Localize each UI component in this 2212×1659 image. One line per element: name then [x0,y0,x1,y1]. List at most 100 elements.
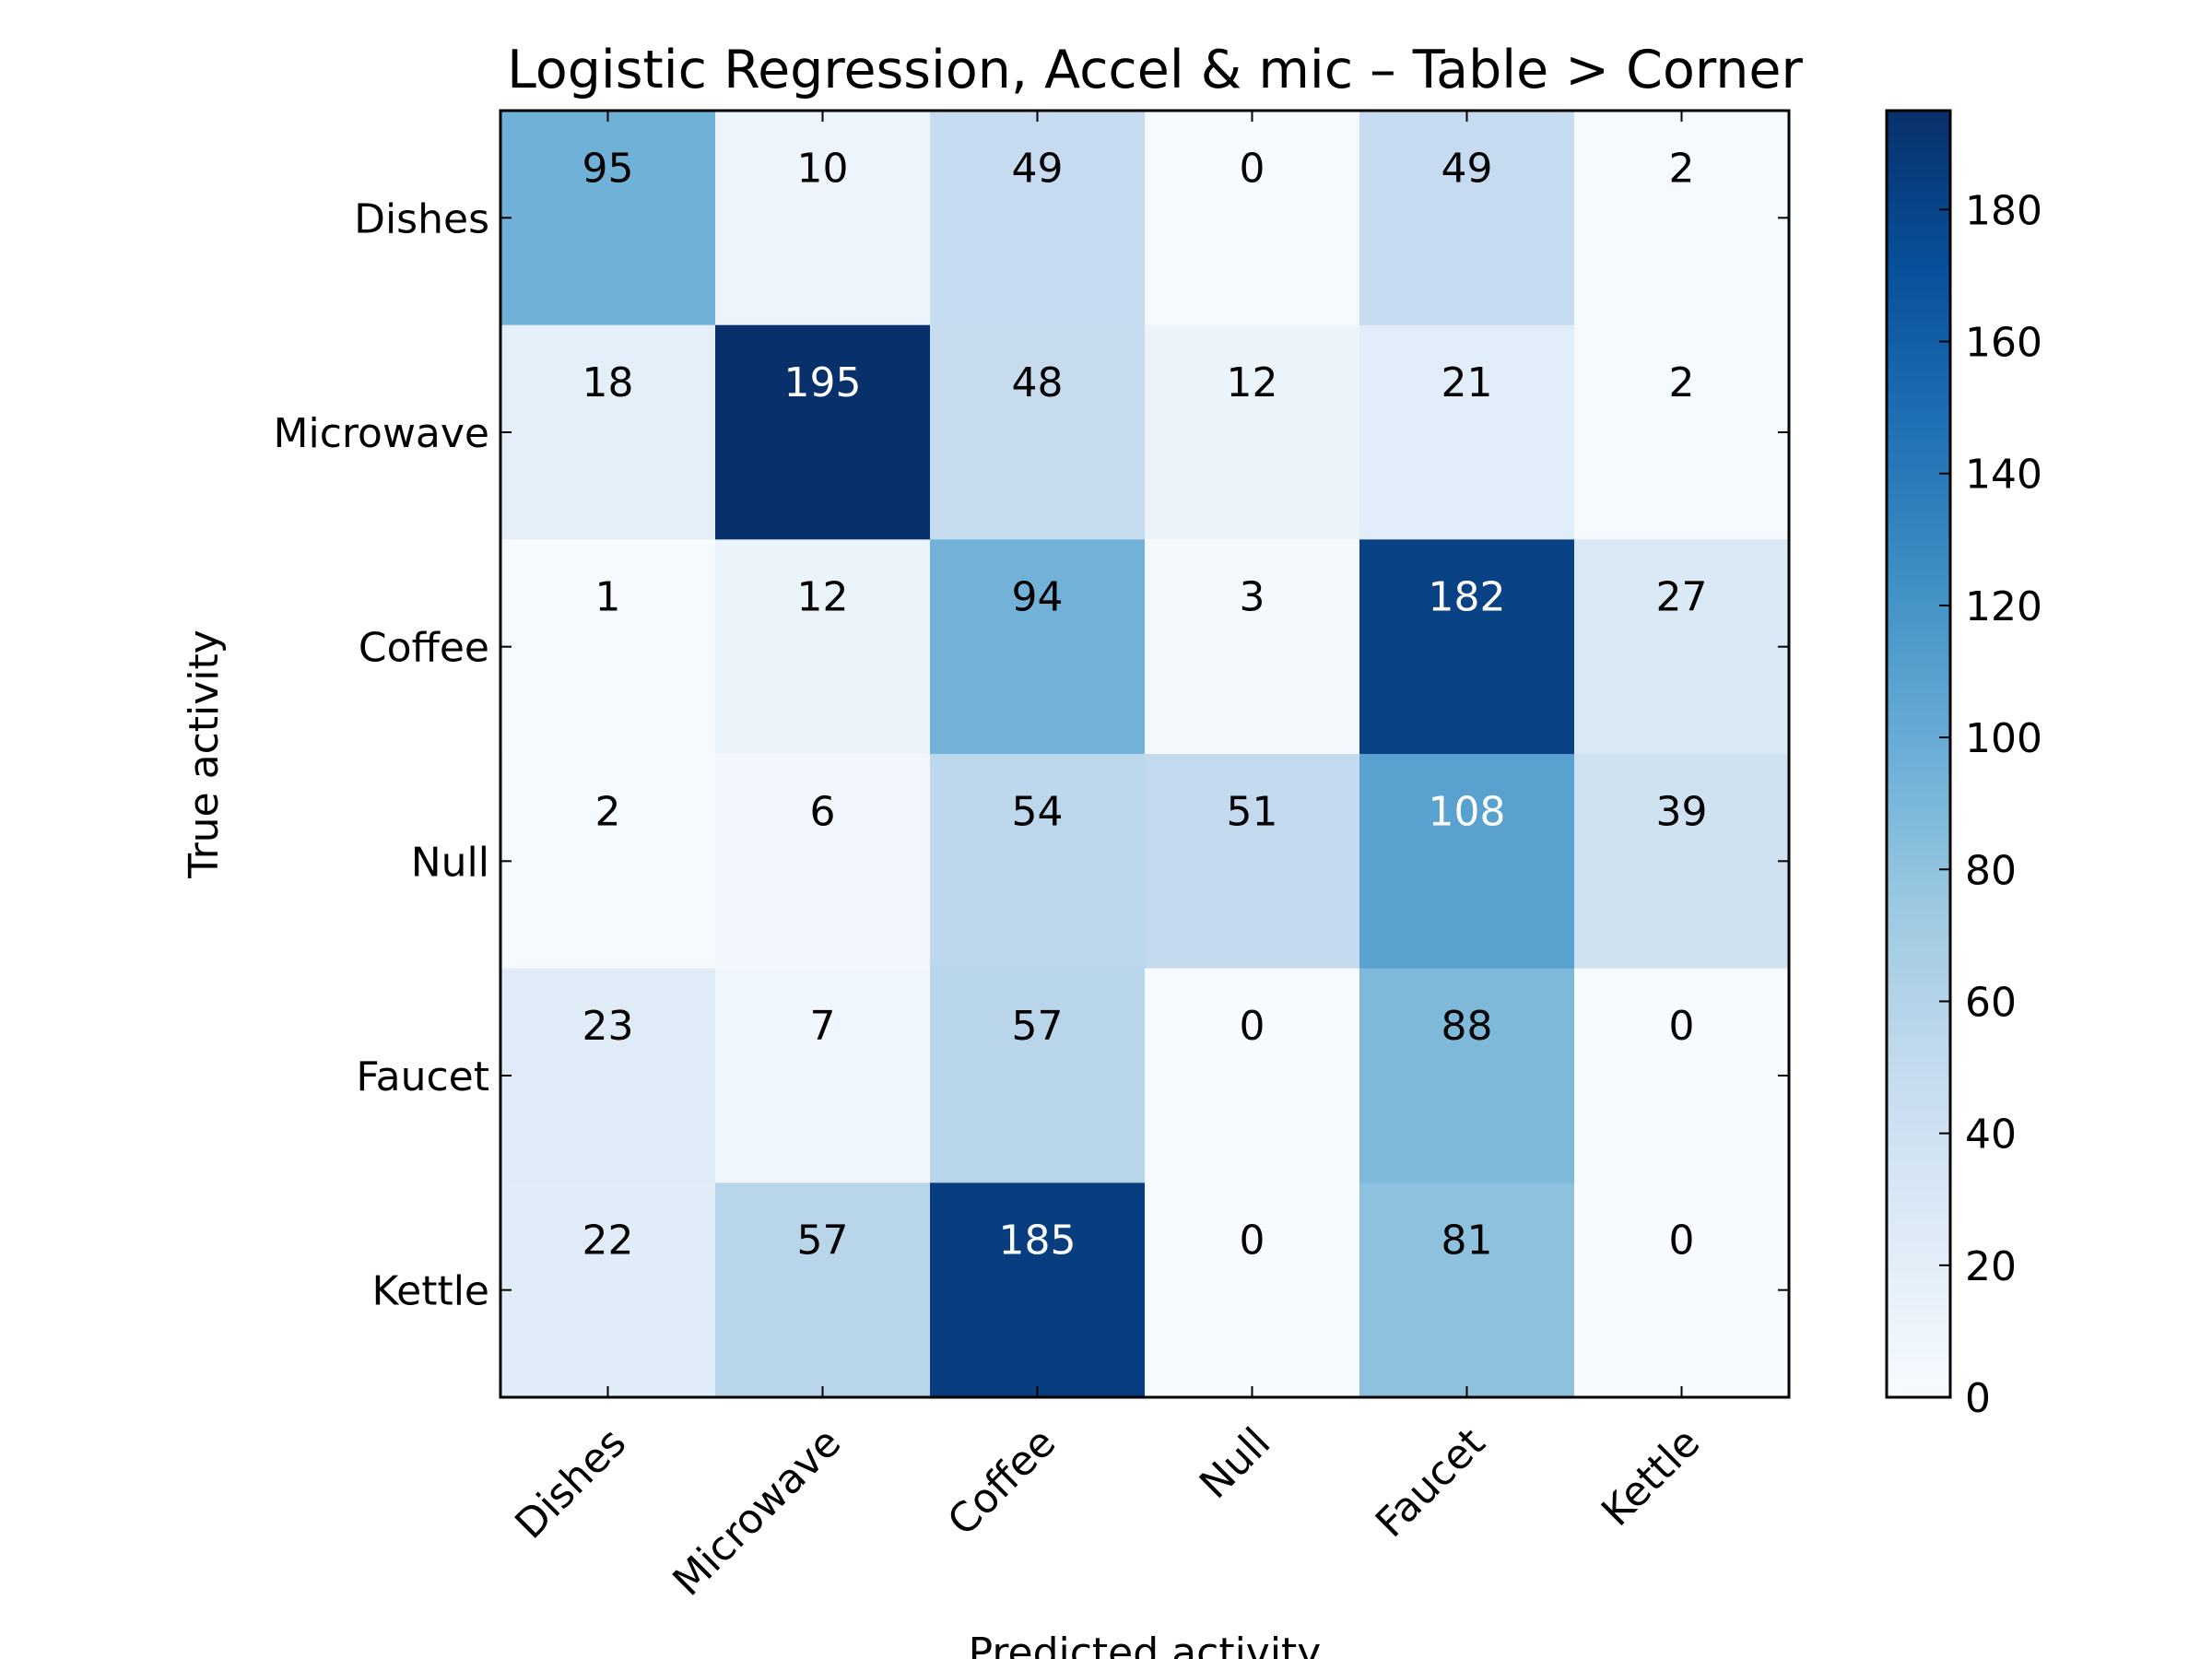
x-tick-label: Null [1191,1419,1279,1508]
colorbar-tick-label: 80 [1965,847,2017,894]
colorbar-tick-label: 140 [1965,452,2042,499]
heatmap-cell [1359,1182,1575,1398]
x-axis-label: Predicted activity [969,1630,1322,1659]
cell-value-label: 6 [810,788,836,835]
cell-value-label: 27 [1656,574,1708,621]
cell-value-label: 2 [1669,145,1695,192]
cell-value-label: 57 [1012,1003,1064,1050]
heatmap-cell [1359,754,1575,970]
heatmap-cell [1145,1182,1360,1398]
heatmap-cell [715,1182,931,1398]
cell-value-label: 0 [1240,1003,1265,1050]
cell-value-label: 54 [1012,788,1064,835]
cell-value-label: 2 [595,788,621,835]
heatmap-cell [715,754,931,970]
cell-value-label: 7 [810,1003,836,1050]
x-tick-label: Microwave [664,1419,850,1606]
cell-value-label: 0 [1669,1218,1695,1265]
heatmap-cell [1145,324,1360,540]
y-axis: Dishes Microwave Coffee Null Faucet Kettle [274,195,1789,1315]
y-axis-label: True activity [181,629,228,879]
cell-value-label: 12 [1227,359,1278,406]
plot-frame [499,109,1791,1399]
cell-value-label: 2 [1669,359,1695,406]
colorbar-tick-label: 40 [1965,1112,2017,1159]
y-tick-label: Microwave [274,410,489,457]
heatmap-cell [930,754,1146,970]
cell-value-label: 12 [797,574,849,621]
heatmap-cell [1574,968,1790,1183]
cell-value-label: 81 [1441,1218,1493,1265]
cell-value-label: 22 [582,1218,634,1265]
heatmap-cell [500,968,716,1183]
heatmap-cell [715,324,931,540]
colorbar: 0 20 40 60 80 100 120 140 160 180 [1885,109,2042,1422]
cell-value-label: 23 [582,1003,634,1050]
colorbar-tick-label: 20 [1965,1243,2017,1290]
heatmap-cell [1574,1182,1790,1398]
heatmap-cell [500,539,716,755]
cell-value-label: 0 [1240,1218,1265,1265]
heatmap-cell [930,1182,1146,1398]
cell-value-label: 94 [1012,574,1064,621]
x-tick-label: Kettle [1593,1419,1709,1535]
y-tick-label: Faucet [356,1053,489,1100]
heatmap-cell [715,968,931,1183]
heatmap-cell [1574,754,1790,970]
cell-value-label: 39 [1656,788,1708,835]
heatmap-cells [500,111,1790,1398]
cell-value-label: 49 [1012,145,1064,192]
heatmap-cell [1359,968,1575,1183]
heatmap-cell [1145,111,1360,326]
heatmap-cell [1359,324,1575,540]
heatmap-cell [1359,111,1575,326]
heatmap-cell [500,1182,716,1398]
cell-value-label: 0 [1669,1003,1695,1050]
cell-value-label: 3 [1240,574,1265,621]
x-tick-label: Dishes [506,1419,635,1548]
heatmap-cell [500,754,716,970]
cell-value-label: 10 [797,145,849,192]
cell-value-label: 51 [1227,788,1278,835]
colorbar-gradient [1885,109,1952,1399]
cell-value-label: 185 [999,1218,1077,1265]
cell-value-label: 0 [1240,145,1265,192]
cell-value-label: 88 [1441,1003,1493,1050]
heatmap-cell [715,111,931,326]
cell-value-label: 195 [784,359,862,406]
cell-value-label: 95 [582,145,634,192]
colorbar-tick-label: 120 [1965,583,2042,630]
colorbar-tick-label: 60 [1965,979,2017,1026]
cell-value-label: 182 [1429,574,1506,621]
y-tick-label: Coffee [359,625,489,672]
heatmap-cell [930,539,1146,755]
y-tick-label: Dishes [354,195,489,242]
heatmap-cell [715,539,931,755]
cell-value-label: 18 [582,359,634,406]
cell-value-label: 108 [1429,788,1506,835]
heatmap-cell [1145,968,1360,1183]
heatmap-cell [1145,539,1360,755]
colorbar-tick-label: 0 [1965,1375,1991,1422]
cell-value-label: 49 [1441,145,1493,192]
cell-value-label: 21 [1441,359,1493,406]
heatmap-cell [930,324,1146,540]
heatmap-cell [1359,539,1575,755]
x-tick-label: Coffee [939,1419,1065,1546]
colorbar-tick-label: 160 [1965,320,2042,367]
cell-value-label: 57 [797,1218,849,1265]
cell-labels: 95 10 49 0 49 218 195 48 12 21 21 12 94 3 182 272 6 54 51 1… [582,145,1708,1264]
colorbar-tick-label: 100 [1965,715,2042,762]
x-tick-label: Faucet [1367,1419,1494,1547]
heatmap-cell [1574,324,1790,540]
y-tick-label: Null [411,839,489,886]
cell-value-label: 48 [1012,359,1064,406]
heatmap-cell [500,111,716,326]
heatmap-cell [930,968,1146,1183]
heatmap-cell [1574,111,1790,326]
heatmap-cell [1145,754,1360,970]
heatmap-cell [500,324,716,540]
colorbar-tick-label: 180 [1965,187,2042,234]
chart-title: Logistic Regression, Accel & mic – Table… [507,40,1803,100]
